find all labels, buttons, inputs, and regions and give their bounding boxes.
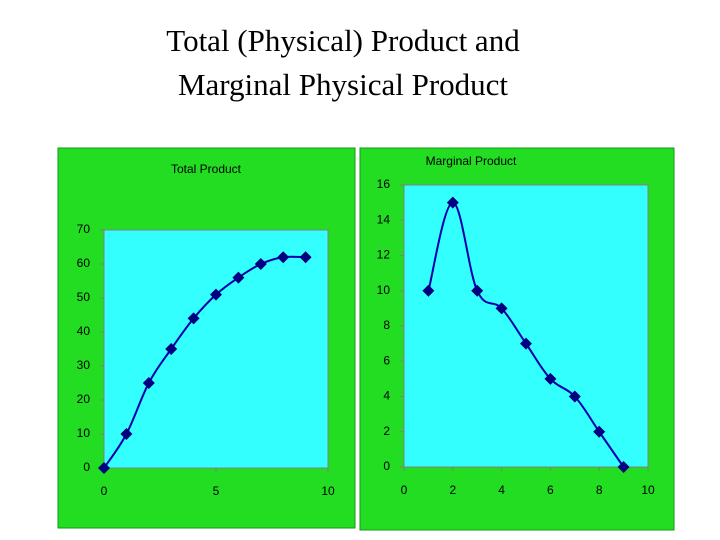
y-tick-label: 0 <box>383 459 390 473</box>
chart-title: Marginal Product <box>426 154 517 168</box>
y-tick-label: 0 <box>83 460 90 474</box>
x-tick-label: 10 <box>321 484 335 498</box>
x-tick-label: 5 <box>213 484 220 498</box>
marker <box>299 251 312 264</box>
y-tick-label: 8 <box>383 318 390 332</box>
marker <box>422 284 435 297</box>
x-tick-label: 4 <box>498 483 505 497</box>
x-tick-label: 10 <box>641 483 655 497</box>
y-tick-label: 4 <box>383 389 390 403</box>
y-tick-label: 14 <box>377 212 391 226</box>
marker <box>98 462 110 474</box>
marker <box>254 258 267 270</box>
y-tick-label: 20 <box>77 392 91 406</box>
y-tick-label: 70 <box>77 222 91 236</box>
marker <box>277 251 290 264</box>
marker <box>520 337 532 350</box>
marker <box>120 428 133 440</box>
marker <box>471 284 484 297</box>
marker <box>568 390 581 403</box>
x-tick-label: 0 <box>101 484 108 498</box>
marker <box>187 312 200 325</box>
y-tick-label: 6 <box>383 353 390 367</box>
x-tick-label: 6 <box>547 483 554 497</box>
plot-area <box>103 229 329 469</box>
y-tick-label: 16 <box>377 177 391 191</box>
y-tick-label: 10 <box>377 283 391 297</box>
y-tick-label: 50 <box>77 290 91 304</box>
y-tick-label: 2 <box>383 424 390 438</box>
x-tick-label: 2 <box>449 483 456 497</box>
data-line <box>103 255 306 469</box>
y-tick-label: 12 <box>377 248 391 262</box>
y-tick-label: 60 <box>77 256 91 270</box>
x-tick-label: 0 <box>401 483 408 497</box>
chart-title: Total Product <box>171 162 242 176</box>
x-tick-label: 8 <box>596 483 603 497</box>
slide-title: Marginal Physical Product <box>178 67 508 102</box>
marker <box>495 302 508 315</box>
marker <box>617 461 630 473</box>
marker <box>165 343 178 355</box>
plot-area <box>403 184 649 468</box>
marker <box>544 372 557 385</box>
y-tick-label: 40 <box>77 324 91 338</box>
marker <box>142 377 155 389</box>
marker <box>446 196 459 209</box>
slide-title: Total (Physical) Product and <box>166 23 520 58</box>
marker <box>210 288 222 301</box>
marker <box>593 425 606 438</box>
y-tick-label: 10 <box>77 426 91 440</box>
y-tick-label: 30 <box>77 358 91 372</box>
marker <box>232 271 245 284</box>
